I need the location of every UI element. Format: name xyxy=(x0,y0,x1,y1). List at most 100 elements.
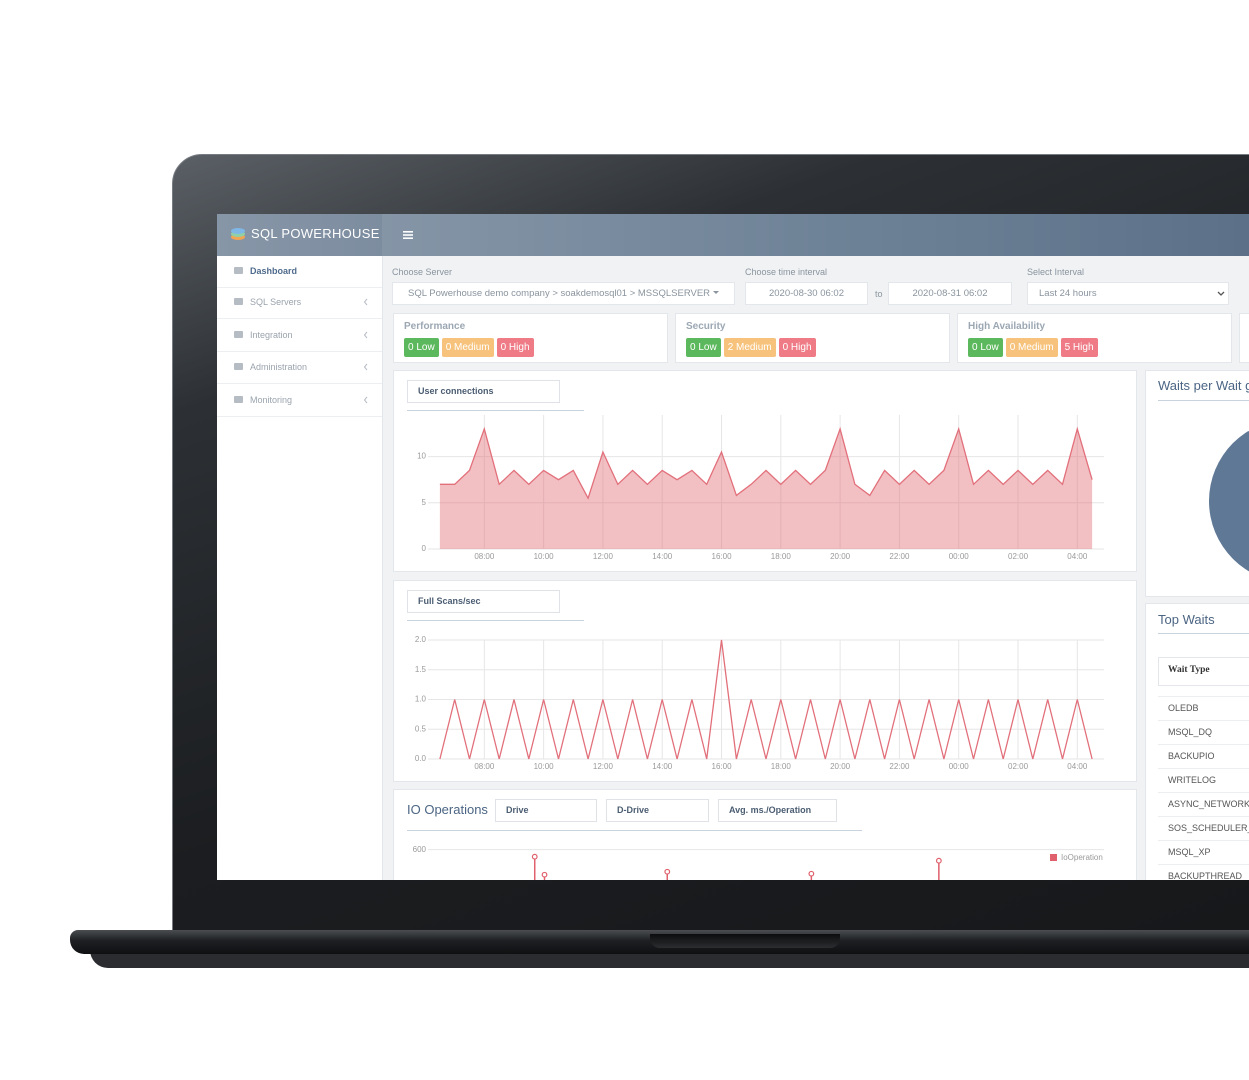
x-tick-label: 10:00 xyxy=(534,762,555,771)
time-label: Choose time interval xyxy=(745,267,828,277)
x-tick-label: 12:00 xyxy=(593,762,614,771)
wait-type: BACKUPTHREAD xyxy=(1168,871,1243,881)
logo-icon xyxy=(231,228,245,240)
x-tick-label: 08:00 xyxy=(474,552,495,561)
nav-item[interactable]: SQL Servers xyxy=(217,287,382,319)
y-tick-label: 0.5 xyxy=(415,724,427,733)
table-header xyxy=(1158,657,1249,686)
drive-select[interactable]: Drive xyxy=(495,799,597,822)
nav-label: Administration xyxy=(250,362,308,372)
row-separator xyxy=(1158,816,1249,817)
y-tick-label: 600 xyxy=(413,845,427,854)
severity-badge[interactable]: 0 Medium xyxy=(1005,338,1058,357)
x-tick-label: 20:00 xyxy=(830,552,851,561)
top-waits-panel xyxy=(1145,603,1249,880)
row-separator xyxy=(1158,840,1249,841)
date-from[interactable]: 2020-08-30 06:02 xyxy=(745,282,868,305)
chevron xyxy=(363,331,368,339)
wait-type: MSQL_XP xyxy=(1168,847,1211,857)
x-tick-label: 04:00 xyxy=(1067,552,1088,561)
drive-name-select[interactable]: D-Drive xyxy=(606,799,709,822)
row-separator xyxy=(1158,744,1249,745)
severity-badge[interactable]: 0 High xyxy=(496,338,534,357)
chevron xyxy=(363,396,368,404)
x-tick-label: 22:00 xyxy=(889,552,910,561)
wait-type: WRITELOG xyxy=(1168,775,1217,785)
x-tick-label: 16:00 xyxy=(712,552,733,561)
row-separator xyxy=(1158,768,1249,769)
row-separator xyxy=(1158,696,1249,697)
severity-badge[interactable]: 5 High xyxy=(1060,338,1098,357)
severity-badge[interactable]: 0 Low xyxy=(968,338,1003,357)
severity-badge[interactable]: 0 Low xyxy=(404,338,439,357)
pie xyxy=(1209,428,1249,572)
brand-name[interactable]: SQL POWERHOUSE xyxy=(251,226,380,241)
nav-item[interactable]: Dashboard xyxy=(217,256,382,288)
x-tick-label: 14:00 xyxy=(652,552,673,561)
laptop-notch xyxy=(650,934,840,948)
x-tick-label: 16:00 xyxy=(712,762,733,771)
y-tick-label: 2.0 xyxy=(415,635,427,644)
status-card: Security 0 Low 2 Medium 0 High xyxy=(675,313,950,363)
underline xyxy=(407,620,584,621)
chart-panel xyxy=(393,580,1137,782)
y-tick-label: 1.0 xyxy=(415,695,427,704)
nav-label: Integration xyxy=(250,330,293,340)
severity-badge[interactable]: 2 Medium xyxy=(723,338,776,357)
stem-point xyxy=(664,868,671,875)
legend-label: IoOperation xyxy=(1061,853,1103,862)
nav-icon xyxy=(234,363,243,370)
underline xyxy=(1158,400,1249,401)
chevron xyxy=(363,363,368,371)
stem-point xyxy=(541,871,548,878)
underline xyxy=(1158,633,1249,634)
row-separator xyxy=(1158,720,1249,721)
top-bar xyxy=(217,214,1249,256)
row-separator xyxy=(1158,792,1249,793)
server-select[interactable]: SQL Powerhouse demo company > soakdemosq… xyxy=(392,282,735,305)
status-card: Performance 0 Low 0 Medium 0 High xyxy=(393,313,668,363)
nav-icon xyxy=(234,267,243,274)
y-tick-label: 5 xyxy=(422,498,427,507)
stem-point xyxy=(531,853,538,860)
nav-item[interactable]: Administration xyxy=(217,352,382,384)
wait-type: BACKUPIO xyxy=(1168,751,1215,761)
menu-toggle[interactable] xyxy=(403,230,414,240)
legend-swatch xyxy=(1050,854,1057,861)
status-card xyxy=(1239,313,1249,363)
interval-select[interactable]: Last 24 hours xyxy=(1027,282,1229,305)
badge-group: 0 Low 2 Medium 0 High xyxy=(686,338,816,357)
wait-type: SOS_SCHEDULER_Y xyxy=(1168,823,1249,833)
x-tick-label: 12:00 xyxy=(593,552,614,561)
wait-type: ASYNC_NETWORK_I xyxy=(1168,799,1249,809)
nav-label: SQL Servers xyxy=(250,297,302,307)
nav-item[interactable]: Integration xyxy=(217,320,382,352)
x-tick-label: 18:00 xyxy=(771,762,792,771)
severity-badge[interactable]: 0 Low xyxy=(686,338,721,357)
measure-select[interactable]: Avg. ms./Operation xyxy=(718,799,837,822)
metric-select[interactable]: User connections xyxy=(407,380,560,403)
panel-title: Top Waits xyxy=(1158,612,1215,627)
card-title: Security xyxy=(686,321,726,332)
nav-item[interactable]: Monitoring xyxy=(217,385,382,417)
y-tick-label: 0.0 xyxy=(415,754,427,763)
wait-type: MSQL_DQ xyxy=(1168,727,1213,737)
severity-badge[interactable]: 0 High xyxy=(778,338,816,357)
status-card: High Availability 0 Low 0 Medium 5 High xyxy=(957,313,1232,363)
laptop-base-shadow xyxy=(90,950,1249,968)
x-tick-label: 08:00 xyxy=(474,762,495,771)
date-to[interactable]: 2020-08-31 06:02 xyxy=(888,282,1012,305)
line xyxy=(439,639,1093,760)
stem-point xyxy=(935,857,942,864)
x-tick-label: 10:00 xyxy=(534,552,555,561)
caret xyxy=(713,291,720,294)
to-label: to xyxy=(875,289,883,299)
metric-select[interactable]: Full Scans/sec xyxy=(407,590,560,613)
underline xyxy=(407,830,862,831)
badge-group: 0 Low 0 Medium 0 High xyxy=(404,338,534,357)
row-separator xyxy=(1158,864,1249,865)
severity-badge[interactable]: 0 Medium xyxy=(441,338,494,357)
x-tick-label: 20:00 xyxy=(830,762,851,771)
chevron xyxy=(363,298,368,306)
